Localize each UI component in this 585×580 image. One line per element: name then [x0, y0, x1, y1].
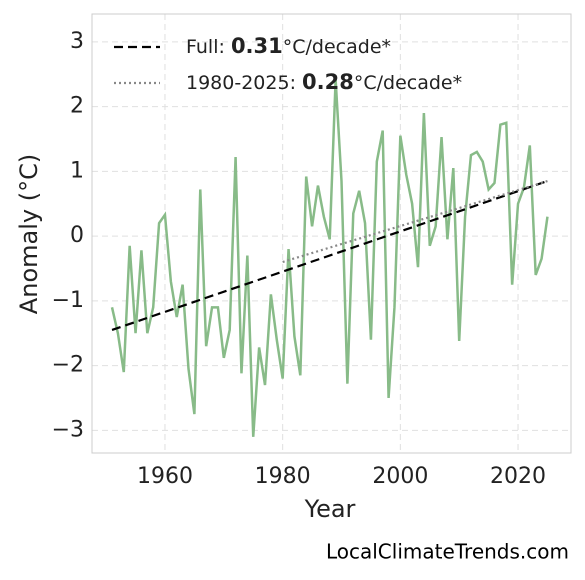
y-tick-label: −2 [52, 353, 84, 378]
y-tick-label: 2 [70, 94, 84, 119]
footer: LocalClimateTrends.com [326, 540, 569, 564]
y-tick-label: 0 [70, 223, 84, 248]
x-tick-label: 1980 [255, 464, 311, 489]
y-tick-label: 1 [70, 158, 84, 183]
x-axis-label: Year [304, 495, 356, 523]
x-tick-label: 1960 [137, 464, 193, 489]
legend-label-part: Full: [186, 36, 231, 58]
trend-line [282, 180, 548, 264]
trend-line [111, 180, 548, 332]
legend-label-part: 0.31 [231, 34, 283, 58]
data-line [110, 79, 549, 437]
legend-label-part: 0.28 [302, 70, 354, 94]
legend-label-part: °C/decade* [283, 36, 391, 58]
legend-label: 1980-2025: 0.28°C/decade* [186, 70, 462, 94]
y-tick-label: 3 [70, 29, 84, 54]
legend-label-part: 1980-2025: [186, 72, 302, 94]
legend-label-part: °C/decade* [354, 72, 462, 94]
y-axis-label: Anomaly (°C) [15, 154, 43, 314]
x-tick-label: 2000 [372, 464, 428, 489]
y-tick-label: −1 [52, 288, 84, 313]
y-tick-label: −3 [52, 417, 84, 442]
legend-label: Full: 0.31°C/decade* [186, 34, 391, 58]
x-tick-label: 2020 [490, 464, 546, 489]
plot-frame [91, 13, 572, 454]
